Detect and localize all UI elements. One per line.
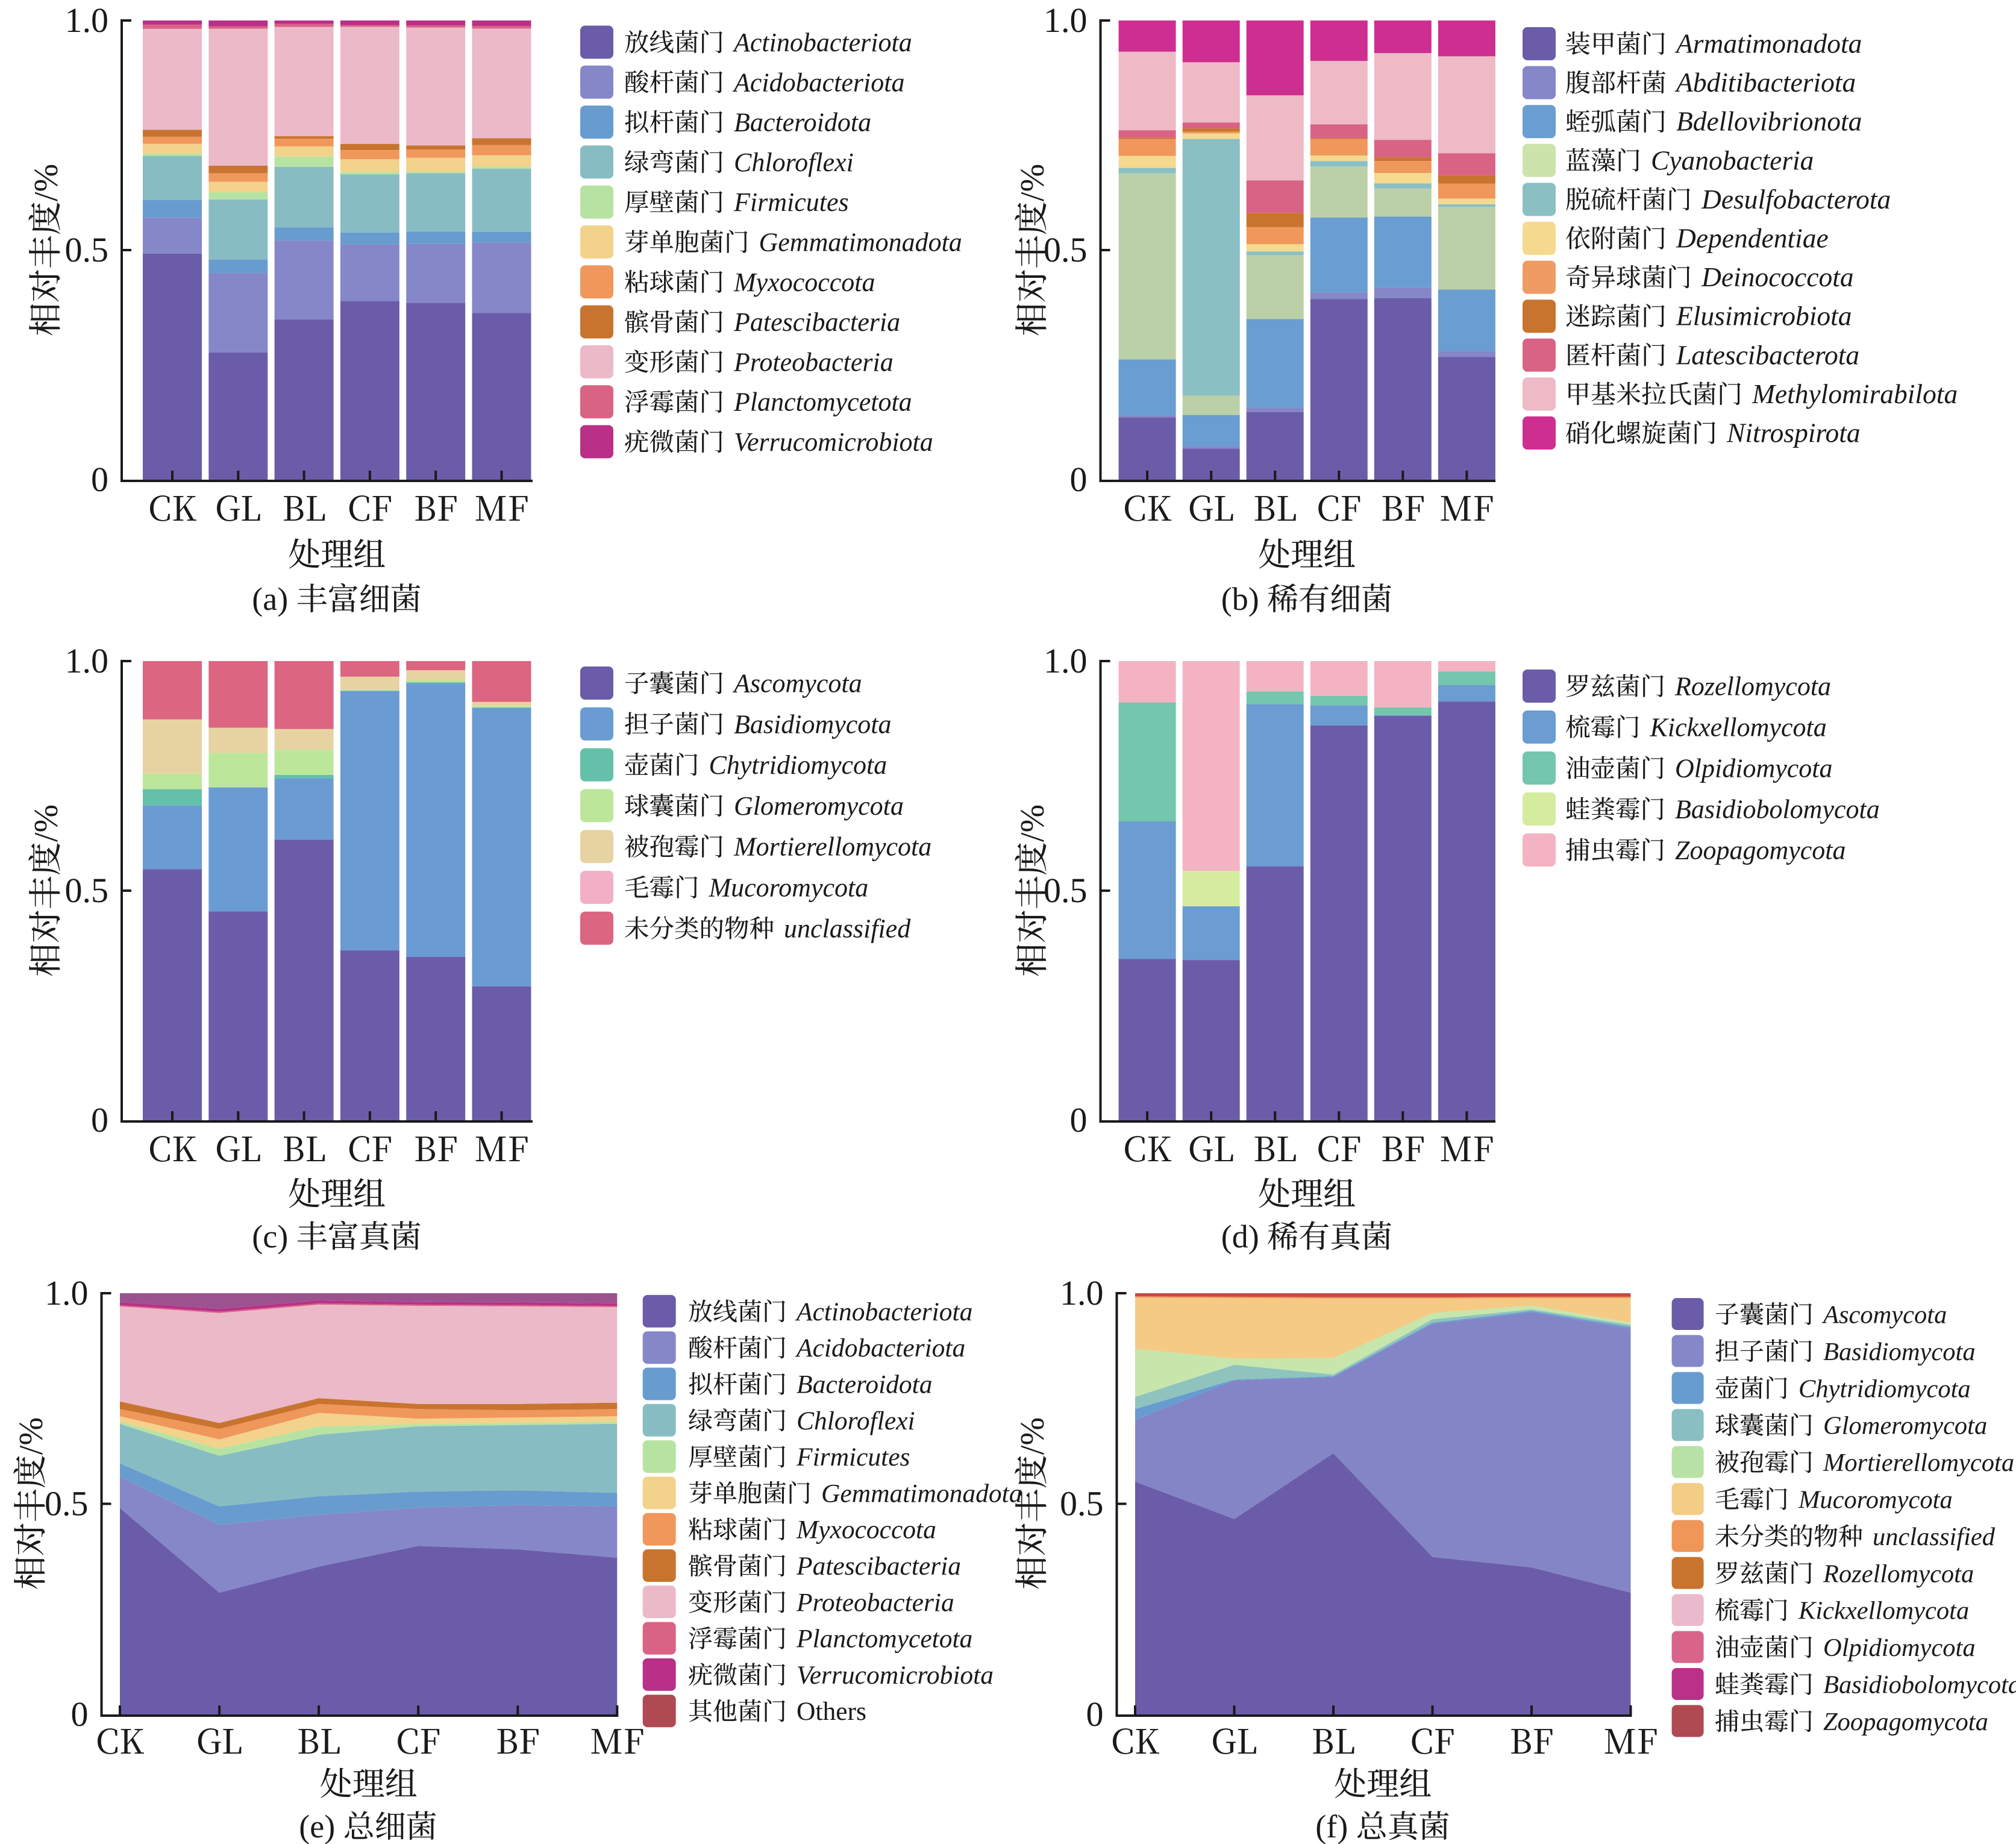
svg-text:Bacteroidota: Bacteroidota xyxy=(734,108,871,137)
svg-text:0: 0 xyxy=(1070,460,1088,499)
svg-text:Basidiomycota: Basidiomycota xyxy=(734,709,892,739)
svg-text:Gemmatimonadota: Gemmatimonadota xyxy=(759,228,962,257)
svg-text:0: 0 xyxy=(1086,1695,1104,1734)
svg-text:/%: /% xyxy=(13,1417,50,1455)
svg-text:Mucoromycota: Mucoromycota xyxy=(709,873,869,903)
svg-text:Patescibacteria: Patescibacteria xyxy=(733,307,900,337)
svg-text:1.0: 1.0 xyxy=(65,641,109,680)
svg-text:1.0: 1.0 xyxy=(1060,1273,1104,1312)
svg-text:Basidiobolomycota: Basidiobolomycota xyxy=(1823,1671,2016,1699)
svg-text:(c): (c) xyxy=(252,1218,288,1255)
svg-text:Mortierellomycota: Mortierellomycota xyxy=(733,832,931,862)
svg-text:0: 0 xyxy=(1070,1100,1088,1140)
svg-text:Rozellomycota: Rozellomycota xyxy=(1823,1560,1974,1588)
svg-text:Zoopagomycota: Zoopagomycota xyxy=(1823,1708,1988,1736)
svg-text:1.0: 1.0 xyxy=(1044,1,1088,40)
svg-text:Mortierellomycota: Mortierellomycota xyxy=(1823,1449,2014,1477)
svg-text:Verrucomicrobiota: Verrucomicrobiota xyxy=(797,1661,994,1690)
svg-text:1.0: 1.0 xyxy=(65,1,109,40)
svg-text:Dependentiae: Dependentiae xyxy=(1676,223,1829,254)
svg-text:(b): (b) xyxy=(1221,581,1259,617)
svg-text:Zoopagomycota: Zoopagomycota xyxy=(1675,836,1846,865)
svg-text:Olpidiomycota: Olpidiomycota xyxy=(1823,1634,1976,1662)
svg-text:Bdellovibrionota: Bdellovibrionota xyxy=(1676,106,1862,137)
svg-text:Chloroflexi: Chloroflexi xyxy=(797,1407,915,1435)
svg-text:unclassified: unclassified xyxy=(1873,1523,1996,1551)
svg-text:Deinococcota: Deinococcota xyxy=(1701,262,1854,292)
svg-text:Firmicutes: Firmicutes xyxy=(733,187,849,217)
svg-text:/%: /% xyxy=(28,804,65,842)
svg-text:Patescibacteria: Patescibacteria xyxy=(796,1552,961,1581)
svg-text:Kickxellomycota: Kickxellomycota xyxy=(1650,713,1827,742)
svg-text:Proteobacteria: Proteobacteria xyxy=(796,1588,954,1617)
svg-text:Gemmatimonadota: Gemmatimonadota xyxy=(821,1479,1022,1508)
svg-text:Acidobacteriota: Acidobacteriota xyxy=(732,67,905,97)
svg-text:Nitrospirota: Nitrospirota xyxy=(1726,418,1861,448)
svg-text:1.0: 1.0 xyxy=(1044,641,1088,680)
svg-text:0.5: 0.5 xyxy=(1060,1484,1104,1523)
svg-text:(d): (d) xyxy=(1221,1218,1259,1255)
svg-text:Glomeromycota: Glomeromycota xyxy=(1823,1412,1987,1440)
svg-text:Firmicutes: Firmicutes xyxy=(796,1443,910,1472)
svg-text:Abditibacteriota: Abditibacteriota xyxy=(1674,67,1856,98)
svg-text:1.0: 1.0 xyxy=(45,1273,89,1312)
svg-text:Acidobacteriota: Acidobacteriota xyxy=(795,1334,965,1363)
svg-text:0.5: 0.5 xyxy=(1044,871,1088,910)
svg-text:0: 0 xyxy=(91,1100,108,1140)
svg-text:Actinobacteriota: Actinobacteriota xyxy=(732,28,912,57)
svg-text:0.5: 0.5 xyxy=(1044,230,1088,269)
svg-text:Ascomycota: Ascomycota xyxy=(732,669,862,698)
svg-text:Cyanobacteria: Cyanobacteria xyxy=(1651,145,1814,175)
svg-text:Desulfobacterota: Desulfobacterota xyxy=(1701,184,1891,215)
svg-text:/%: /% xyxy=(1014,804,1051,842)
svg-text:Rozellomycota: Rozellomycota xyxy=(1674,672,1831,701)
svg-text:Mucoromycota: Mucoromycota xyxy=(1798,1486,1953,1514)
svg-text:Proteobacteria: Proteobacteria xyxy=(733,347,894,377)
svg-text:Ascomycota: Ascomycota xyxy=(1821,1301,1947,1329)
svg-text:Chytridiomycota: Chytridiomycota xyxy=(1798,1375,1971,1403)
svg-text:/%: /% xyxy=(1014,1417,1051,1455)
svg-text:Myxococcota: Myxococcota xyxy=(796,1516,936,1545)
svg-text:unclassified: unclassified xyxy=(784,914,911,943)
svg-text:Basidiobolomycota: Basidiobolomycota xyxy=(1675,795,1880,824)
svg-text:(e): (e) xyxy=(299,1808,335,1844)
svg-text:Bacteroidota: Bacteroidota xyxy=(797,1370,933,1399)
svg-text:(a): (a) xyxy=(252,581,288,617)
svg-text:/%: /% xyxy=(28,164,65,201)
svg-text:Myxococcota: Myxococcota xyxy=(733,268,875,297)
svg-text:0: 0 xyxy=(91,460,108,499)
svg-text:Olpidiomycota: Olpidiomycota xyxy=(1675,754,1833,783)
svg-text:Actinobacteriota: Actinobacteriota xyxy=(795,1297,972,1326)
svg-text:Planctomycetota: Planctomycetota xyxy=(733,387,912,417)
svg-text:0.5: 0.5 xyxy=(45,1484,89,1523)
svg-text:Elusimicrobiota: Elusimicrobiota xyxy=(1676,301,1852,331)
svg-text:Basidiomycota: Basidiomycota xyxy=(1823,1338,1976,1366)
svg-text:0: 0 xyxy=(71,1695,89,1734)
svg-text:0.5: 0.5 xyxy=(65,230,109,269)
svg-text:0.5: 0.5 xyxy=(65,871,109,910)
svg-text:(f): (f) xyxy=(1315,1808,1348,1844)
svg-text:Glomeromycota: Glomeromycota xyxy=(734,791,904,821)
svg-text:Verrucomicrobiota: Verrucomicrobiota xyxy=(734,427,933,457)
svg-text:Chloroflexi: Chloroflexi xyxy=(734,148,854,177)
svg-text:Latescibacterota: Latescibacterota xyxy=(1676,339,1859,370)
svg-text:Kickxellomycota: Kickxellomycota xyxy=(1798,1597,1969,1625)
svg-text:/%: /% xyxy=(1014,164,1051,201)
svg-text:Chytridiomycota: Chytridiomycota xyxy=(709,750,887,780)
svg-text:Armatimonadota: Armatimonadota xyxy=(1674,28,1862,59)
svg-text:Planctomycetota: Planctomycetota xyxy=(796,1625,972,1654)
svg-text:Others: Others xyxy=(797,1697,866,1726)
svg-text:Methylomirabilota: Methylomirabilota xyxy=(1751,378,1958,409)
